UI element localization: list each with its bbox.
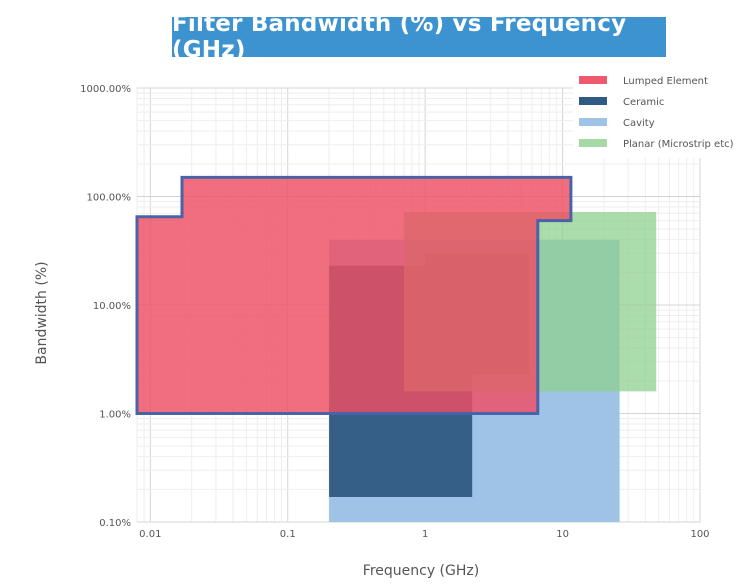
legend-label: Ceramic [623, 97, 664, 108]
y-tick-label: 1000.00% [80, 84, 131, 95]
legend-label: Cavity [623, 118, 655, 129]
y-ticks: 0.10% 1.00% 10.00% 100.00% 1000.00% [80, 84, 131, 529]
legend-swatch [579, 76, 607, 84]
x-tick-label: 0.1 [280, 529, 296, 540]
region-lumped-element-outline [135, 175, 573, 415]
legend-label: Lumped Element [623, 76, 708, 87]
x-axis-label: Frequency (GHz) [363, 563, 479, 579]
legend-swatch [579, 118, 607, 126]
region-lumped-element [137, 177, 571, 414]
y-tick-label: 0.10% [99, 518, 131, 529]
x-tick-label: 100 [690, 529, 709, 540]
x-tick-label: 1 [422, 529, 428, 540]
x-tick-label: 10 [556, 529, 569, 540]
legend: Lumped Element Ceramic Cavity Planar (Micro… [573, 68, 745, 158]
legend-label: Planar (Microstrip etc) [623, 139, 734, 150]
outline [135, 175, 573, 415]
legend-swatch [579, 97, 607, 105]
y-tick-label: 1.00% [99, 410, 131, 421]
y-tick-label: 100.00% [87, 193, 132, 204]
regions [137, 177, 657, 522]
x-ticks: 0.01 0.1 1 10 100 [139, 529, 709, 540]
legend-swatch [579, 139, 607, 147]
x-tick-label: 0.01 [139, 529, 161, 540]
y-tick-label: 10.00% [93, 301, 131, 312]
y-axis-label: Bandwidth (%) [34, 261, 50, 364]
